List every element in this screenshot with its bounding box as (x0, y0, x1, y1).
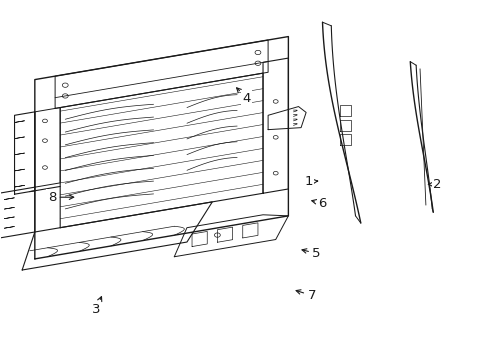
Text: 3: 3 (91, 297, 102, 316)
Text: 4: 4 (236, 88, 251, 105)
Text: 5: 5 (302, 247, 320, 260)
Text: 7: 7 (296, 289, 315, 302)
Text: 2: 2 (427, 178, 441, 191)
Text: 1: 1 (304, 175, 317, 188)
Text: 6: 6 (311, 197, 326, 210)
Text: 8: 8 (48, 191, 74, 204)
